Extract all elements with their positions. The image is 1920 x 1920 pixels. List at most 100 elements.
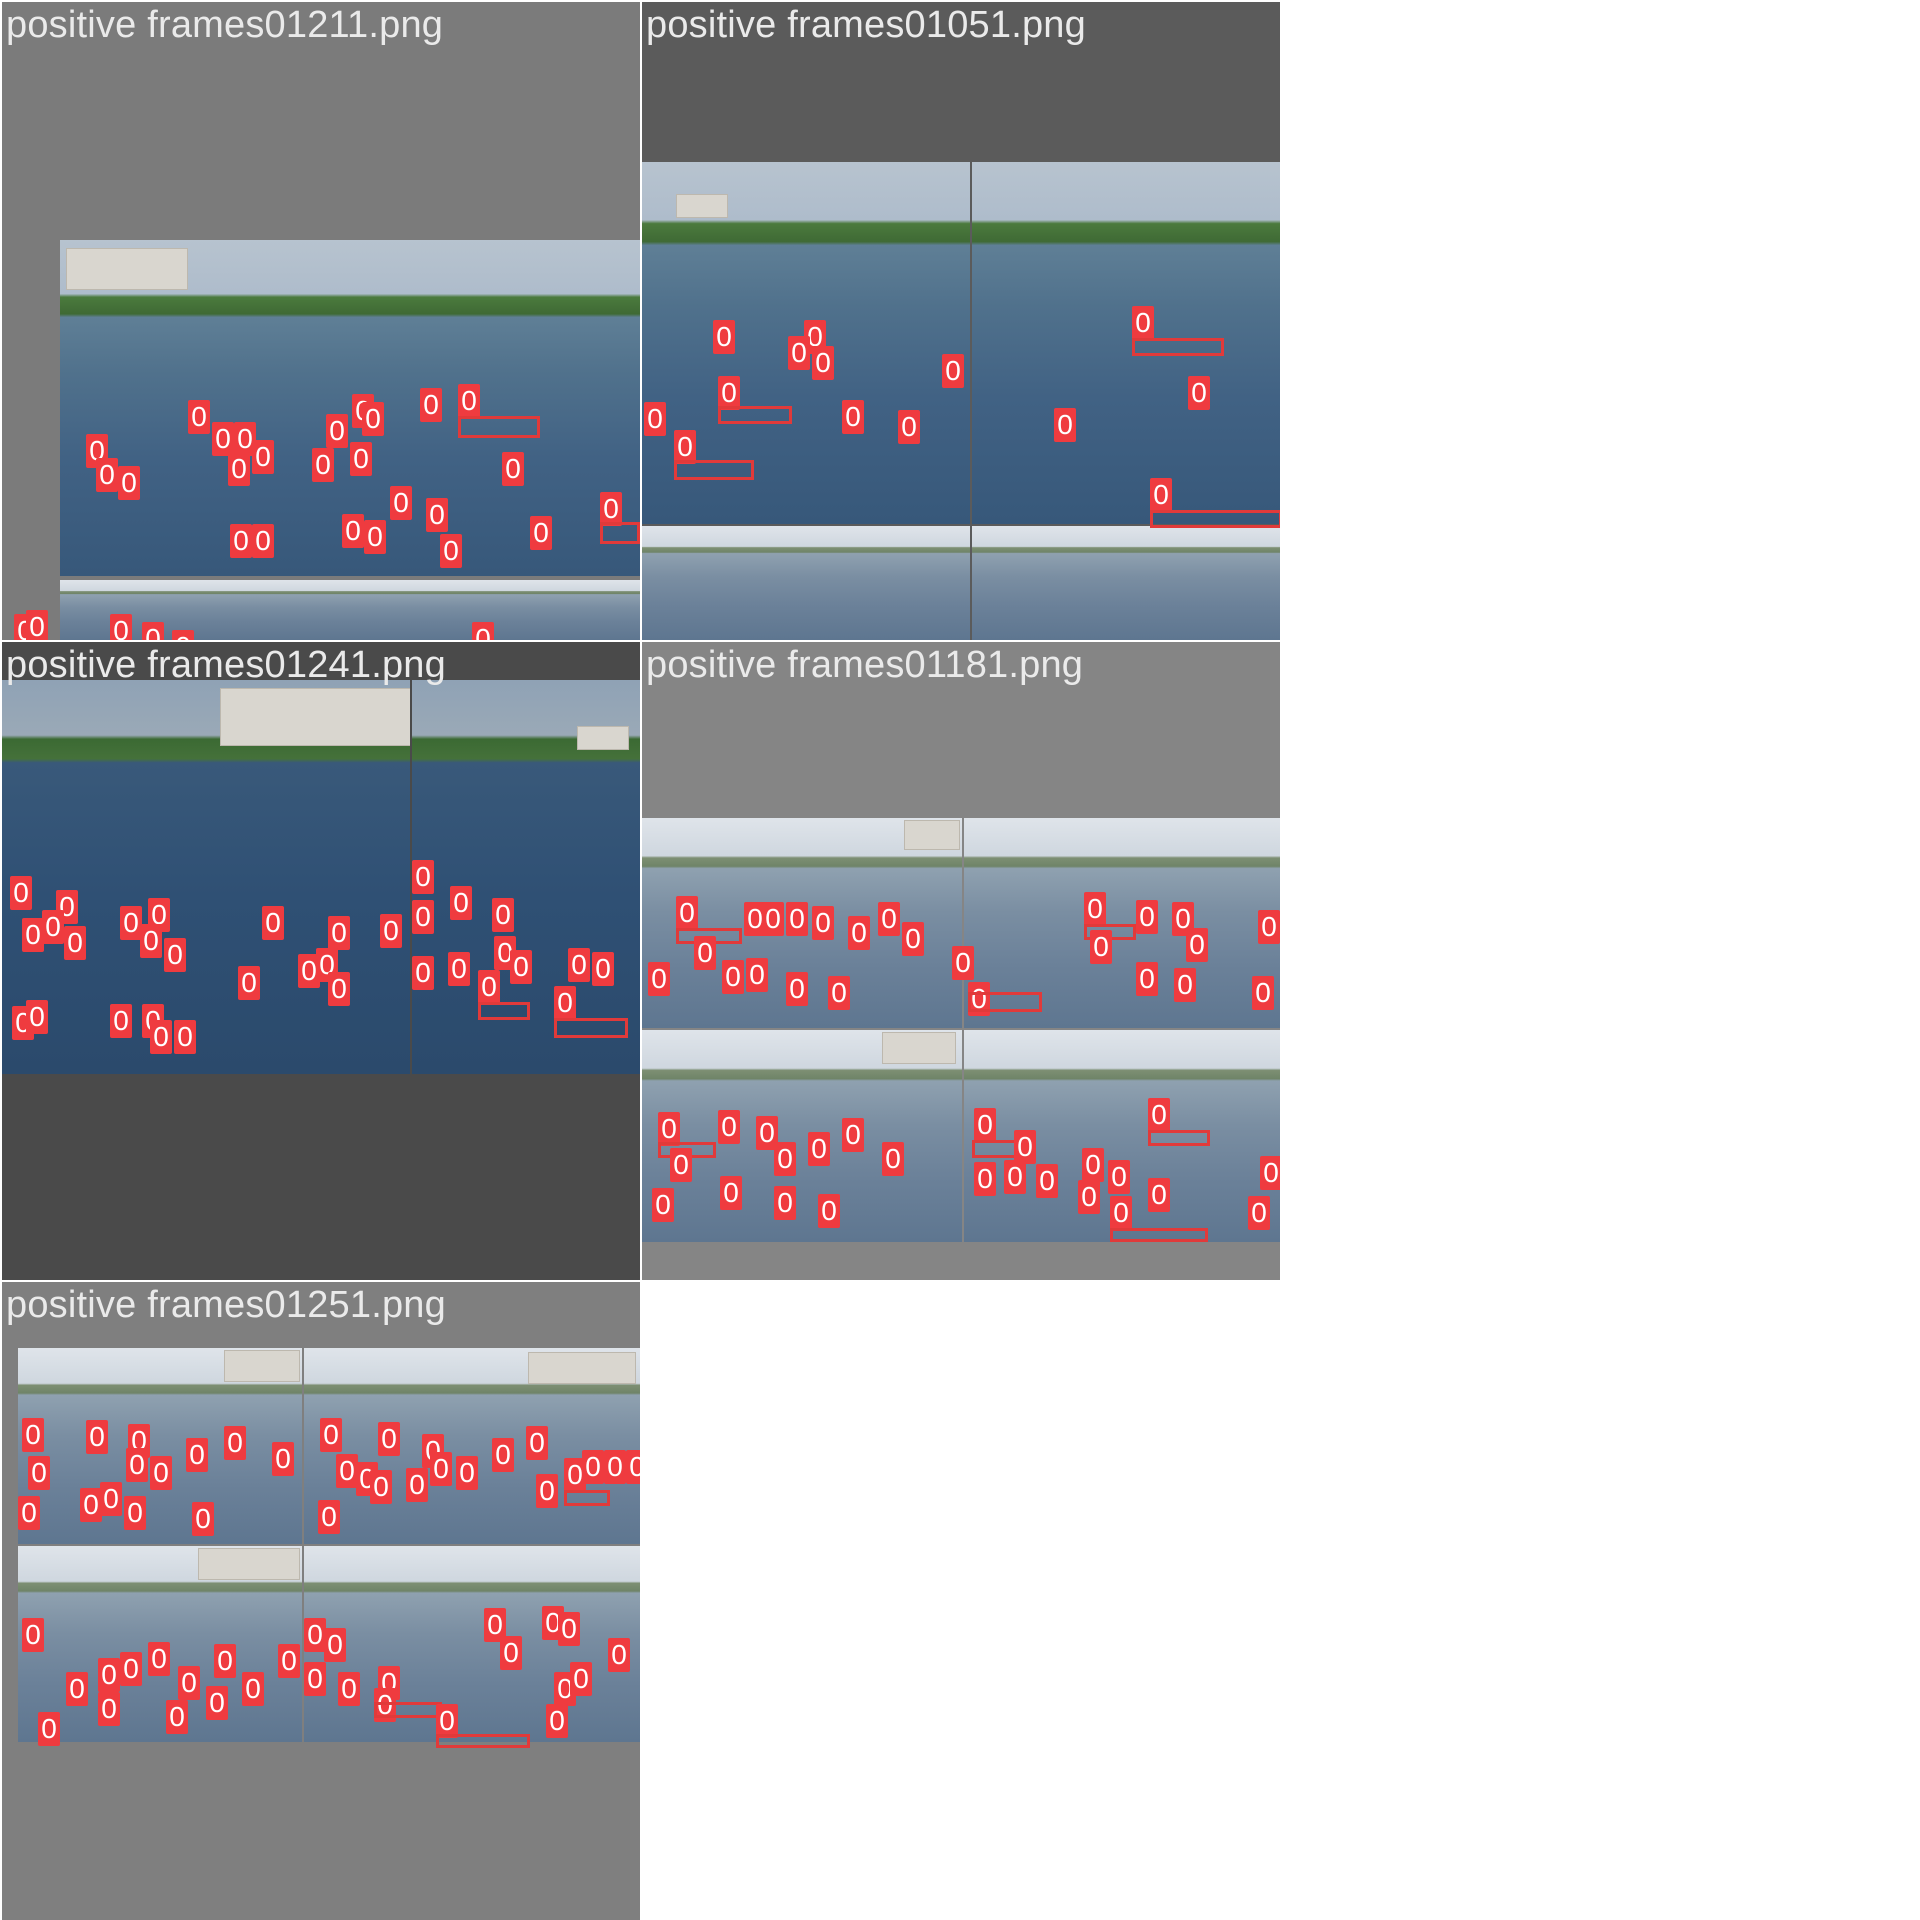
image-tile [2,680,410,1074]
detection-label: 0 [756,1116,778,1150]
detection-label: 0 [762,902,784,936]
building [528,1352,636,1384]
detection-label: 0 [774,1186,796,1220]
detection-label: 0 [448,952,470,986]
detection-label: 0 [98,1692,120,1726]
detection-label: 0 [774,1142,796,1176]
detection-label: 0 [110,1004,132,1038]
mosaic-panel-5: positive frames01251.png 0 0 0 0 0 0 0 0… [2,1282,640,1920]
detection-box [436,1734,530,1748]
detection-label: 0 [120,1652,142,1686]
detection-label: 0 [1188,376,1210,410]
detection-box [600,522,640,544]
image-tile [642,1030,962,1242]
detection-label: 0 [600,492,622,526]
detection-label: 0 [328,972,350,1006]
building [198,1548,300,1580]
detection-label: 0 [1078,1180,1100,1214]
detection-label: 0 [720,1176,742,1210]
detection-label: 0 [1136,900,1158,934]
detection-box [478,1002,530,1020]
mosaic-panel-3: positive frames01241.png 0 0 0 0 0 0 0 0… [2,642,640,1280]
detection-label: 0 [786,902,808,936]
detection-label: 0 [902,922,924,956]
building [224,1350,300,1382]
building [676,194,728,218]
detection-label: 0 [968,982,990,1016]
detection-label: 0 [812,906,834,940]
detection-label: 0 [670,1148,692,1182]
detection-label: 0 [342,514,364,548]
detection-label: 0 [746,958,768,992]
detection-label: 0 [22,918,44,952]
detection-label: 0 [42,910,64,944]
detection-label: 0 [478,970,500,1004]
detection-box [1110,1228,1208,1242]
detection-label: 0 [582,1450,604,1484]
detection-label: 0 [320,1418,342,1452]
detection-box [554,1018,628,1038]
detection-label: 0 [848,916,870,950]
detection-label: 0 [974,1108,996,1142]
detection-label: 0 [148,1642,170,1676]
detection-label: 0 [214,1644,236,1678]
detection-label: 0 [370,1470,392,1504]
detection-label: 0 [942,354,964,388]
detection-label: 0 [336,1454,358,1488]
detection-box [674,460,754,480]
detection-label: 0 [788,336,810,370]
detection-label: 0 [1084,892,1106,926]
detection-label: 0 [898,410,920,444]
detection-label: 0 [564,1458,586,1492]
mosaic-image [2,680,640,1074]
detection-label: 0 [694,936,716,970]
detection-label: 0 [526,1426,548,1460]
detection-label: 0 [492,898,514,932]
detection-label: 0 [186,1438,208,1472]
detection-label: 0 [242,1672,264,1706]
mosaic-image [18,1348,640,1742]
detection-label: 0 [338,1672,360,1706]
detection-label: 0 [430,1452,452,1486]
detection-label: 0 [304,1618,326,1652]
detection-label: 0 [390,486,412,520]
detection-label: 0 [324,1628,346,1662]
building [577,726,629,750]
detection-label: 0 [458,384,480,418]
detection-label: 0 [238,966,260,1000]
detection-box [968,992,1042,1012]
detection-label: 0 [440,534,462,568]
detection-label: 0 [120,906,142,940]
detection-label: 0 [1090,930,1112,964]
detection-label: 0 [812,346,834,380]
detection-label: 0 [974,1162,996,1196]
detection-label: 0 [10,876,32,910]
detection-label: 0 [224,1426,246,1460]
detection-label: 0 [22,1418,44,1452]
detection-label: 0 [1110,1196,1132,1230]
detection-label: 0 [22,1618,44,1652]
detection-label: 0 [234,422,256,456]
detection-label: 0 [148,898,170,932]
detection-label: 0 [412,956,434,990]
detection-label: 0 [1148,1098,1170,1132]
building [220,688,410,746]
detection-label: 0 [86,1420,108,1454]
detection-label: 0 [304,1662,326,1696]
detection-label: 0 [174,1020,196,1054]
image-tile [18,1348,302,1544]
detection-box [564,1490,610,1506]
detection-label: 0 [570,1662,592,1696]
panel-title: positive frames01251.png [6,1284,446,1326]
detection-label: 0 [436,1704,458,1738]
detection-label: 0 [350,442,372,476]
detection-label: 0 [722,960,744,994]
mosaic-image [60,240,640,640]
detection-label: 0 [492,1438,514,1472]
image-tile [972,162,1280,524]
detection-label: 0 [676,896,698,930]
detection-label: 0 [98,1658,120,1692]
detection-label: 0 [450,886,472,920]
detection-label: 0 [262,906,284,940]
detection-label: 0 [1248,1196,1270,1230]
